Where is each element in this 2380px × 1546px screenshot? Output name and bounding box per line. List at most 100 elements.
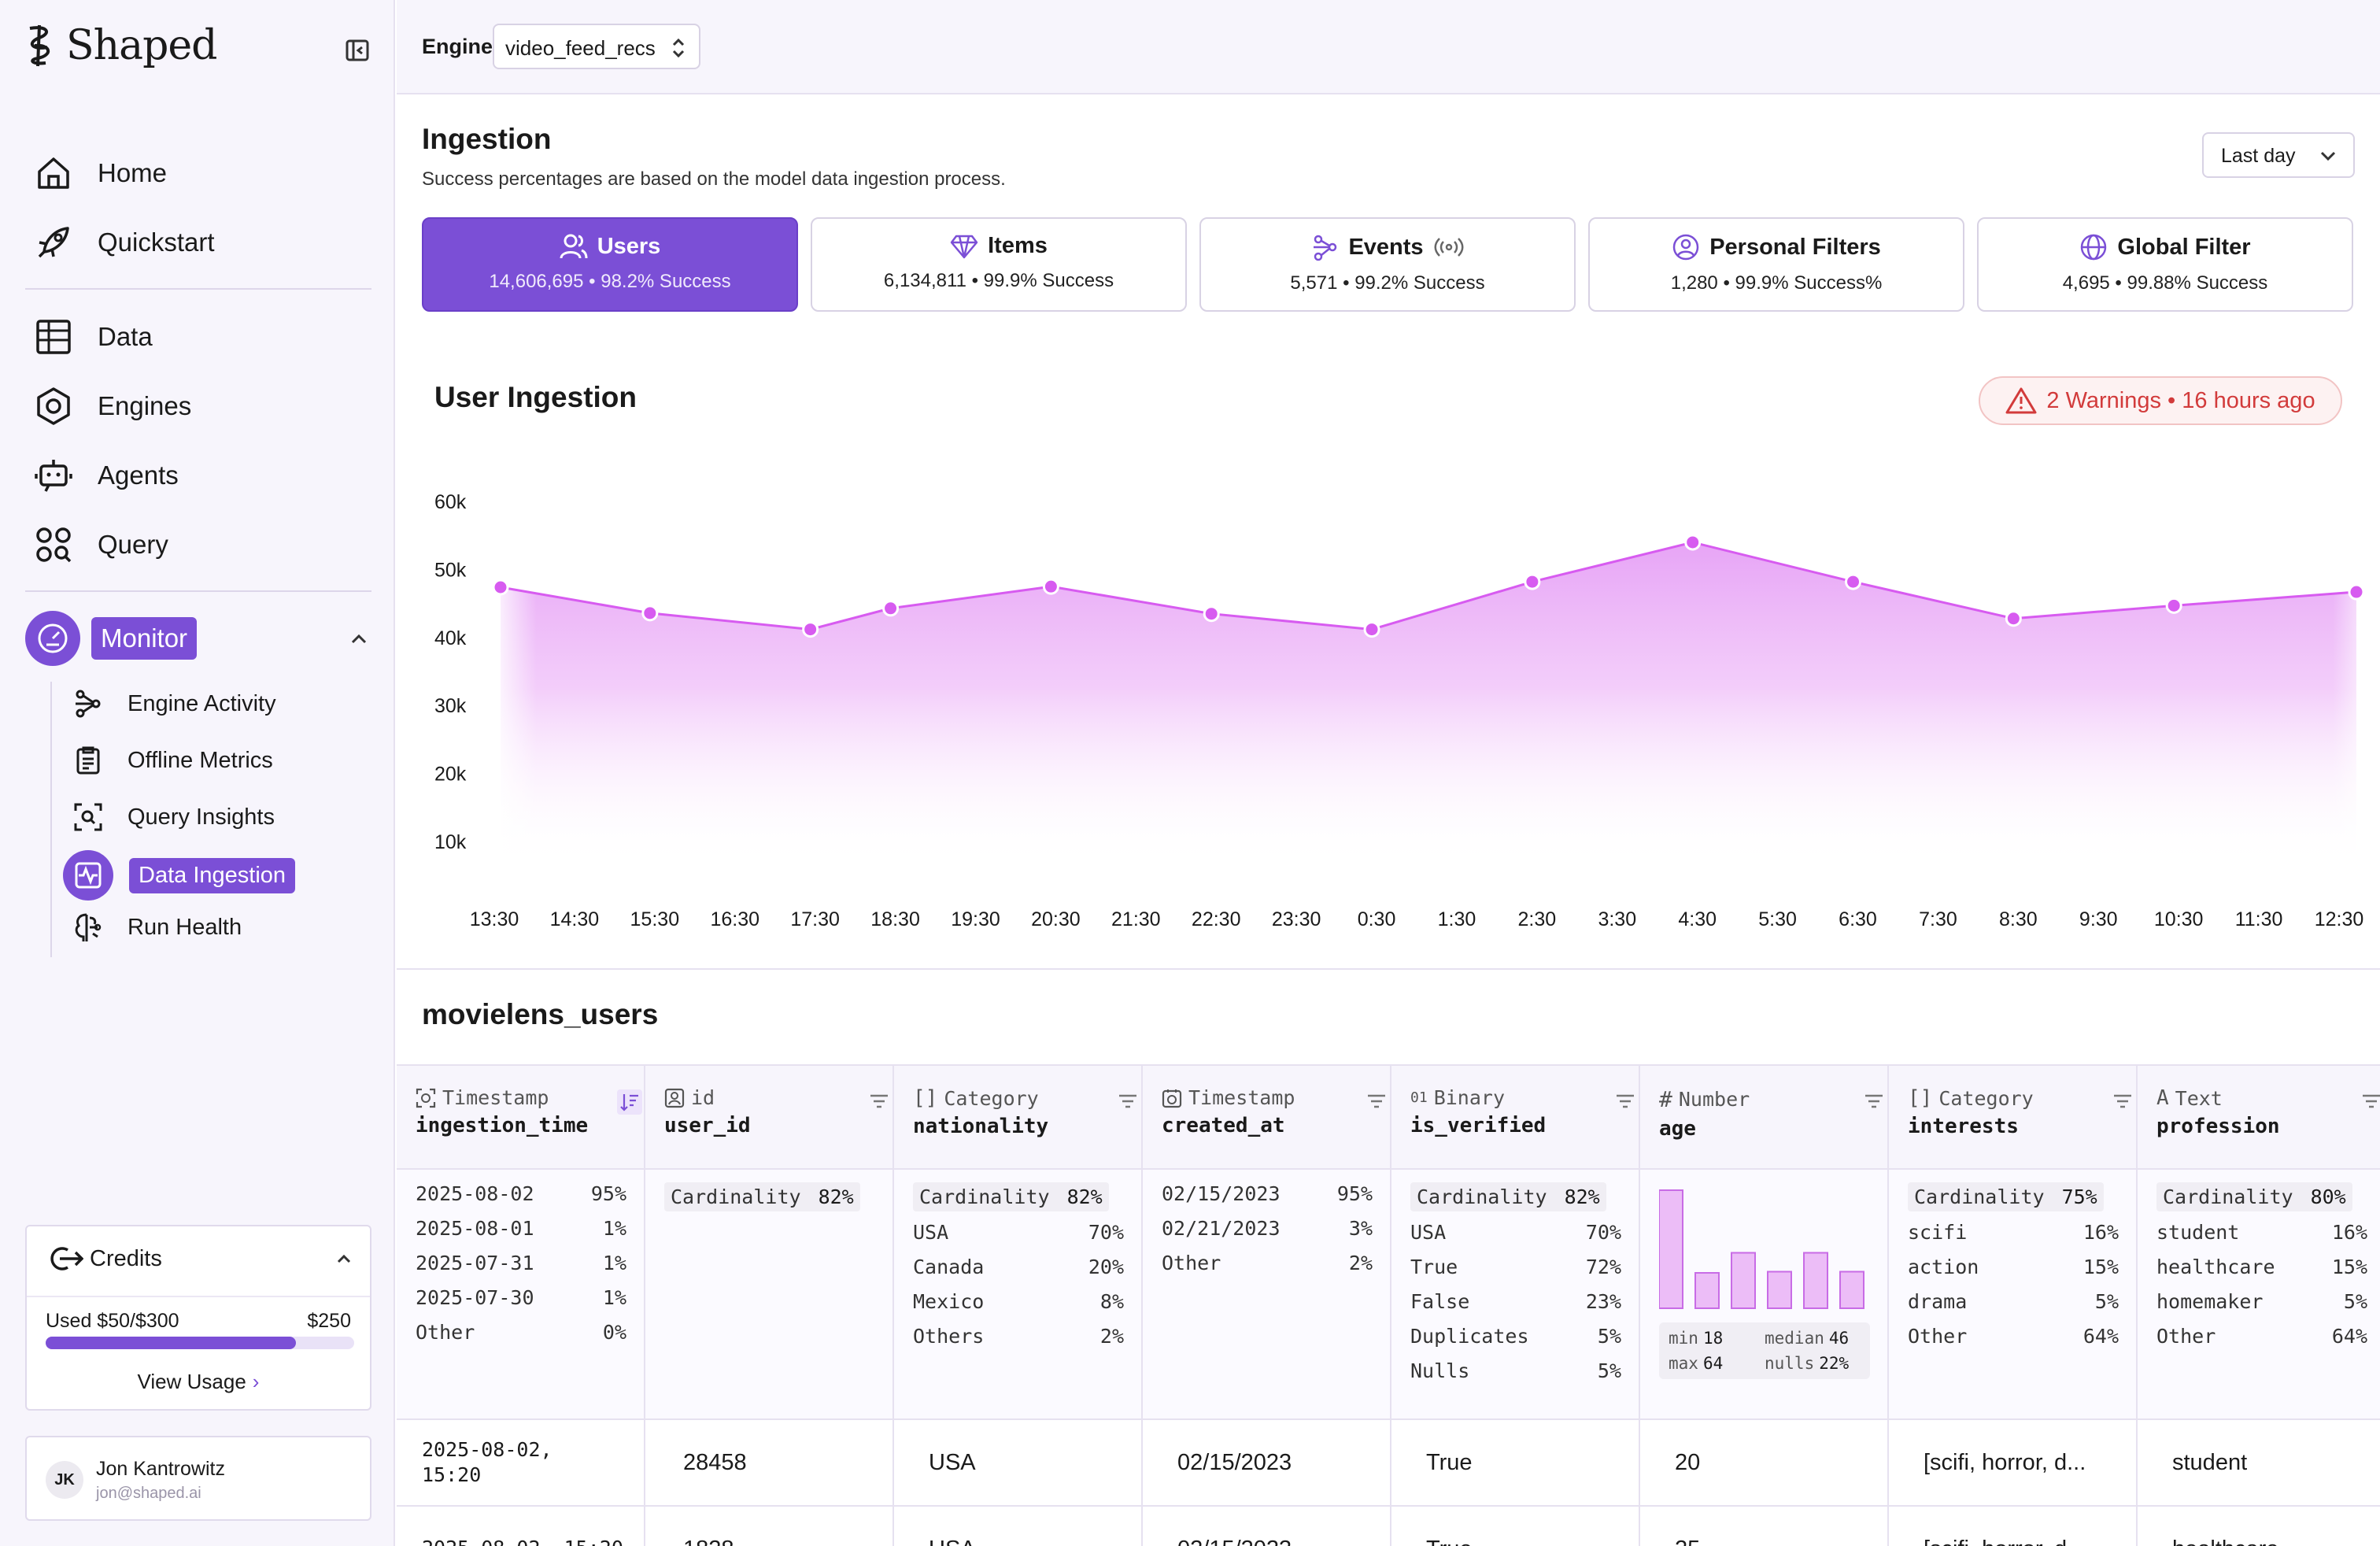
x-tick-label: 8:30 <box>1999 908 2038 930</box>
column-header[interactable]: id user_id <box>664 1086 888 1137</box>
column-ingestion-time: Timestamp ingestion_time 2025-08-02 95% 2… <box>397 1064 645 1546</box>
nav-monitor[interactable]: Monitor <box>25 611 198 666</box>
warnings-text: 2 Warnings • 16 hours ago <box>2046 387 2315 413</box>
x-tick-label: 20:30 <box>1031 908 1081 930</box>
data-point[interactable] <box>2165 597 2182 614</box>
stat-label: healthcare <box>2156 1256 2275 1278</box>
activity-icon <box>76 690 101 718</box>
data-point[interactable] <box>1363 621 1380 638</box>
source-card-global-filter[interactable]: Global Filter 4,695 • 99.88% Success <box>1977 217 2353 312</box>
filter-icon[interactable] <box>2111 1089 2134 1113</box>
nav-data-ingestion[interactable]: Data Ingestion <box>63 850 296 901</box>
data-point[interactable] <box>802 621 819 638</box>
nav-data[interactable]: Data <box>33 316 153 357</box>
column-header[interactable]: A Text profession <box>2156 1086 2380 1138</box>
section-divider <box>397 968 2380 970</box>
cell-is-verified: True <box>1426 1450 1473 1475</box>
data-point[interactable] <box>1845 573 1862 590</box>
hexagon-icon <box>37 387 70 425</box>
stat-label: 02/21/2023 <box>1162 1217 1281 1240</box>
brand-logo[interactable]: Shaped <box>24 22 217 69</box>
nav-home[interactable]: Home <box>33 153 167 194</box>
column-stats: Cardinality 75% scifi 16% action 15% drama 5… <box>1908 1182 2119 1359</box>
column-name: ingestion_time <box>416 1114 589 1137</box>
chevron-up-icon[interactable] <box>335 1250 353 1267</box>
y-tick-label: 30k <box>434 695 467 717</box>
data-point[interactable] <box>2348 583 2365 601</box>
column-header[interactable]: 01 Binary is_verified <box>1410 1086 1634 1137</box>
source-card-personal-filters-stat: 1,280 • 99.9% Success% <box>1670 272 1883 294</box>
column-header[interactable]: [] Category nationality <box>913 1086 1136 1138</box>
table-row[interactable]: 2025-08-02, 15:20 1828 USA 02/15/2023 Tr… <box>397 1507 2380 1546</box>
engine-select[interactable]: video_feed_recs <box>493 24 700 69</box>
source-card-events[interactable]: Events 5,571 • 99.2% Success <box>1199 217 1576 312</box>
nav-engines[interactable]: Engines <box>33 386 191 427</box>
stat-value: 16% <box>2082 1221 2119 1244</box>
source-card-users[interactable]: Users 14,606,695 • 98.2% Success <box>422 217 798 312</box>
credits-title: Credits <box>90 1245 162 1271</box>
column-type: Category <box>944 1086 1039 1110</box>
column-created-at: Timestamp created_at 02/15/2023 95% 02/21… <box>1143 1064 1391 1546</box>
filter-icon[interactable] <box>2360 1089 2380 1113</box>
warnings-badge[interactable]: 2 Warnings • 16 hours ago <box>1979 376 2342 425</box>
area-fade-left <box>490 457 537 866</box>
period-select[interactable]: Last day <box>2202 132 2355 178</box>
collapse-sidebar-button[interactable] <box>345 38 370 63</box>
cardinality-label: Cardinality <box>1417 1185 1547 1208</box>
data-point[interactable] <box>1203 605 1220 623</box>
nav-agents-label: Agents <box>98 460 179 490</box>
source-card-personal-filters[interactable]: Personal Filters 1,280 • 99.9% Success% <box>1588 217 1964 312</box>
sort-desc-icon[interactable] <box>617 1089 642 1115</box>
nav-quickstart[interactable]: Quickstart <box>33 222 215 263</box>
data-point[interactable] <box>2005 610 2022 627</box>
brand-name: Shaped <box>66 22 217 69</box>
column-header[interactable]: Timestamp created_at <box>1162 1086 1385 1137</box>
pulse-icon <box>75 862 102 889</box>
column-name: profession <box>2156 1115 2280 1138</box>
stat-value: 95% <box>1336 1182 1373 1205</box>
sidebar-divider <box>25 590 371 592</box>
credits-header[interactable]: Credits <box>46 1245 162 1272</box>
cardinality-value: 80% <box>2310 1185 2346 1208</box>
cardinality-value: 82% <box>1066 1185 1103 1208</box>
nav-query-insights[interactable]: Query Insights <box>72 801 275 833</box>
column-header[interactable]: Timestamp ingestion_time <box>416 1086 642 1137</box>
filter-icon[interactable] <box>1862 1089 1886 1113</box>
cardinality-label: Cardinality <box>1914 1185 2045 1208</box>
column-type: id <box>691 1086 715 1109</box>
events-icon <box>1314 235 1337 261</box>
data-point[interactable] <box>492 579 509 596</box>
column-header[interactable]: # Number age <box>1659 1086 1883 1141</box>
credits-progress-fill <box>46 1337 296 1349</box>
filter-icon[interactable] <box>867 1089 891 1113</box>
cell-age: 20 <box>1675 1450 1701 1475</box>
stat-label: USA <box>1410 1221 1447 1244</box>
table-row[interactable]: 2025-08-02, 15:20 28458 USA 02/15/2023 T… <box>397 1420 2380 1507</box>
data-point[interactable] <box>1042 578 1059 595</box>
view-usage-link[interactable]: View Usage › <box>27 1370 370 1394</box>
cardinality-badge: Cardinality 82% <box>664 1182 860 1211</box>
data-point[interactable] <box>641 605 659 622</box>
data-point[interactable] <box>1684 534 1702 551</box>
nav-offline-metrics[interactable]: Offline Metrics <box>72 745 273 776</box>
user-profile-card[interactable]: JK Jon Kantrowitz jon@shaped.ai <box>25 1436 371 1521</box>
filter-icon[interactable] <box>1116 1089 1140 1113</box>
nav-agents[interactable]: Agents <box>33 455 179 496</box>
nav-engine-activity[interactable]: Engine Activity <box>72 688 276 719</box>
data-point[interactable] <box>882 600 900 617</box>
stat-label: scifi <box>1908 1221 1968 1244</box>
filter-icon[interactable] <box>1613 1089 1637 1113</box>
column-age: # Number age min 18 median 46 max 64 nulls 22… <box>1640 1064 1889 1546</box>
x-tick-label: 15:30 <box>630 908 680 930</box>
histogram-bar <box>1767 1270 1792 1309</box>
x-tick-label: 0:30 <box>1358 908 1396 930</box>
stat-label: False <box>1410 1290 1470 1313</box>
data-point[interactable] <box>1524 573 1541 590</box>
column-header[interactable]: [] Category interests <box>1908 1086 2131 1138</box>
filter-icon[interactable] <box>1365 1089 1388 1113</box>
chevron-up-icon[interactable] <box>349 630 368 649</box>
source-card-items[interactable]: Items 6,134,811 • 99.9% Success <box>811 217 1187 312</box>
nav-query[interactable]: Query <box>33 524 168 565</box>
nav-run-health[interactable]: Run Health <box>72 912 242 943</box>
cell-interests: [scifi, horror, d... <box>1924 1450 2086 1475</box>
